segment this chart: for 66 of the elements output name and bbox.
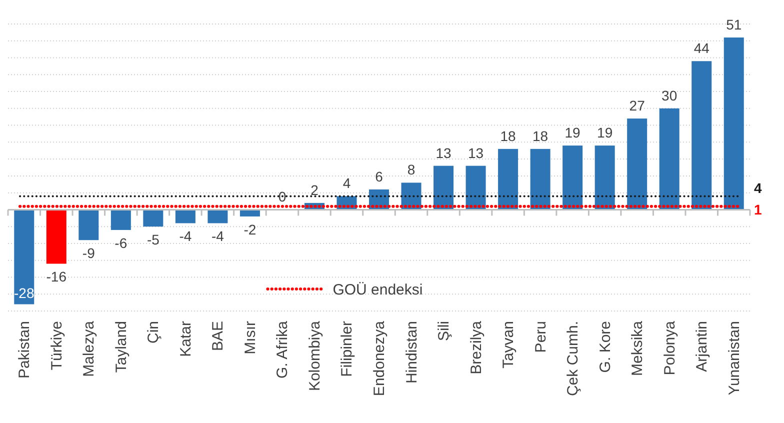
x-tick-label: Arjantin	[694, 321, 711, 372]
data-label: 27	[629, 98, 646, 114]
data-label: -9	[82, 245, 96, 262]
x-tick-label: Brezilya	[468, 320, 485, 374]
bar	[659, 108, 680, 210]
x-tick-label: Tayvan	[500, 321, 518, 369]
data-label: -16	[46, 268, 67, 285]
bar	[208, 210, 228, 224]
x-tick-label: BAE	[210, 321, 227, 352]
legend-label: GOÜ endeksi	[332, 281, 423, 298]
bar	[594, 146, 615, 210]
data-label: 18	[500, 128, 516, 144]
text: 4	[754, 180, 762, 196]
text: 1	[754, 201, 762, 218]
x-tick-label: Peru	[532, 321, 550, 353]
data-label: -4	[179, 228, 192, 244]
x-tick-label: G. Kore	[596, 321, 614, 373]
x-tick-label: Şili	[436, 321, 453, 342]
bar	[627, 118, 648, 210]
x-tick-label: Çin	[145, 321, 162, 344]
data-label: 6	[375, 168, 384, 184]
x-tick-label: Mısır	[242, 321, 259, 354]
x-tick-label: G. Afrika	[274, 320, 292, 379]
data-label: 19	[597, 124, 613, 141]
bar	[110, 210, 131, 230]
data-label: 51	[726, 16, 742, 33]
x-tick-label: Tayland	[112, 321, 130, 373]
x-tick-label: Hindistan	[403, 321, 420, 384]
bar	[78, 210, 99, 240]
x-tick-label: Meksika	[629, 320, 646, 376]
bar	[724, 38, 744, 210]
bar	[498, 148, 518, 210]
data-label: 8	[407, 162, 416, 178]
x-tick-label: Endonezya	[371, 320, 388, 396]
data-label: 19	[564, 124, 581, 141]
data-label: -5	[146, 232, 160, 248]
data-label: 44	[694, 40, 710, 56]
bar	[692, 61, 712, 210]
data-label: 13	[436, 144, 452, 161]
bar	[466, 166, 486, 210]
x-tick-label: Malezya	[80, 320, 98, 377]
x-tick-label: Pakistan	[16, 321, 34, 379]
bar	[143, 210, 164, 227]
bar	[562, 146, 583, 210]
x-tick-label: Yunanistan	[726, 321, 743, 396]
x-tick-label: Katar	[177, 321, 194, 357]
x-tick-label: Kolombiya	[306, 320, 324, 392]
bar	[434, 166, 454, 210]
data-label: 0	[278, 188, 286, 205]
x-tick-label: Çek Cumh.	[564, 321, 582, 396]
bar	[530, 148, 550, 210]
data-label: 4	[342, 175, 351, 192]
bar	[46, 210, 66, 264]
data-label: 18	[532, 128, 548, 144]
data-label: 30	[662, 87, 678, 104]
bar	[14, 210, 34, 304]
data-label: 2	[310, 182, 319, 198]
data-label: -6	[114, 234, 128, 251]
x-tick-label: Polonya	[661, 320, 678, 376]
data-label: 13	[468, 144, 484, 161]
data-label: -4	[211, 228, 224, 244]
bar	[175, 210, 196, 224]
data-label: -28	[14, 285, 34, 302]
x-tick-label: Türkiye	[48, 321, 66, 370]
data-label: -2	[244, 221, 256, 238]
x-tick-label: Filipinler	[338, 321, 356, 377]
